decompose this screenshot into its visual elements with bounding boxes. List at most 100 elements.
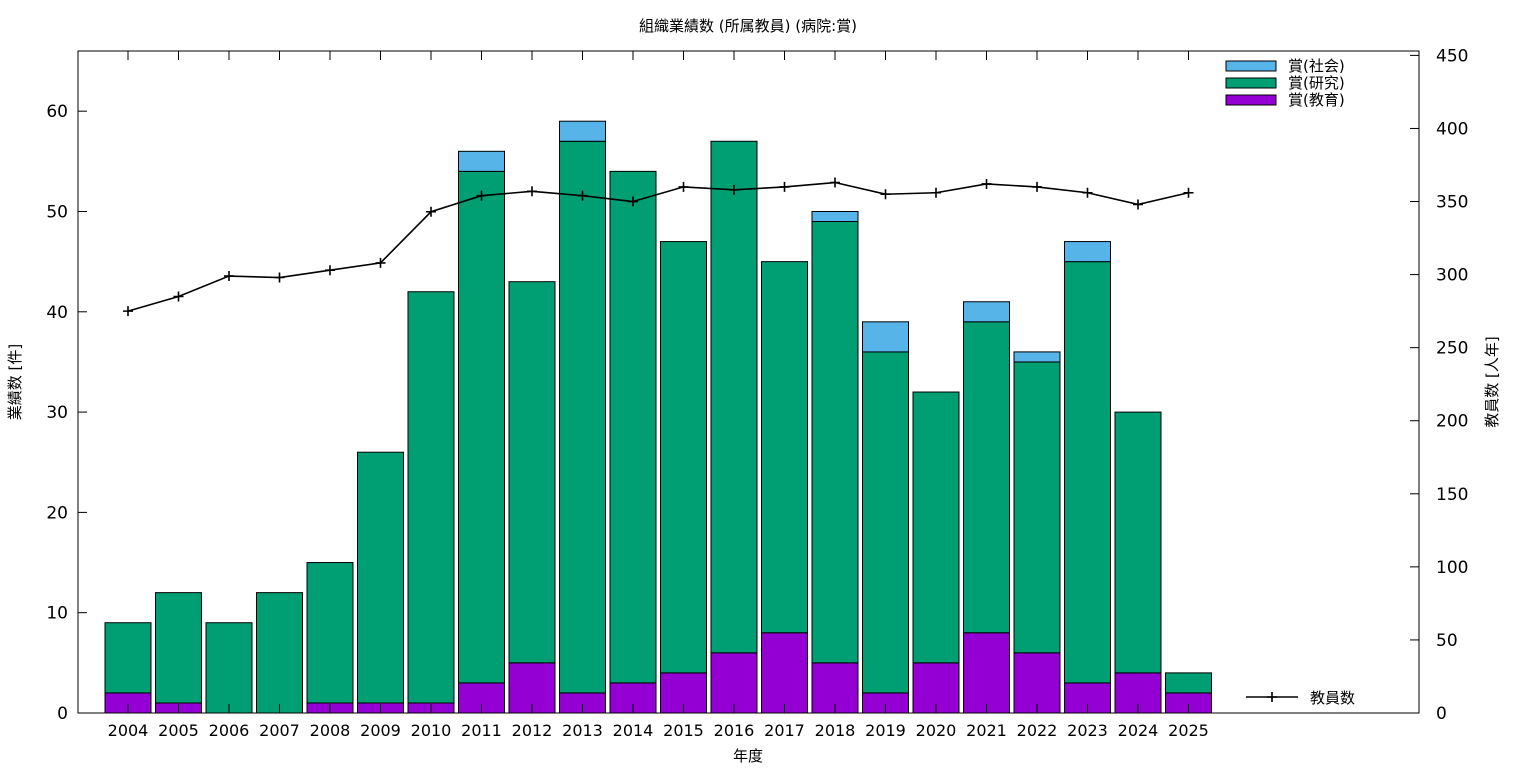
y2-tick-label: 50 [1436, 631, 1458, 651]
y-tick-label: 10 [46, 604, 68, 624]
y2-tick-label: 400 [1436, 119, 1468, 139]
y-tick-label: 0 [57, 704, 68, 724]
bar-segment-0 [710, 652, 758, 714]
y2-tick-label: 150 [1436, 485, 1468, 505]
teacher-count-point [830, 177, 840, 188]
y-tick-label: 30 [46, 403, 68, 423]
x-tick-label: 2004 [108, 721, 149, 740]
x-tick-label: 2007 [259, 721, 300, 740]
x-tick-label: 2021 [966, 721, 1007, 740]
bar-segment-2 [458, 150, 505, 172]
y2-tick-label: 100 [1436, 558, 1468, 578]
legend-swatch-2 [1225, 60, 1277, 72]
bar-segment-0 [963, 632, 1010, 714]
legend-swatch-1 [1225, 77, 1277, 89]
teacher-count-point [981, 178, 992, 189]
teacher-count-point [224, 271, 234, 282]
y2-tick-label: 0 [1436, 704, 1447, 724]
bar-segment-2 [811, 210, 859, 223]
x-tick-label: 2024 [1118, 721, 1159, 740]
y-tick-label: 20 [46, 503, 68, 523]
bar-segment-1 [205, 622, 253, 714]
teacher-count-point [678, 181, 689, 192]
bar-segment-1 [660, 241, 707, 674]
bar-segment-1 [609, 170, 657, 684]
y2-axis-label: 教員数 [人年] [1483, 336, 1501, 427]
axes-layer: 0 10 20 30 40 50 60 0 50 100 150 200 250 300 350 400 450… [46, 46, 1468, 740]
bar-segment-2 [1064, 241, 1111, 263]
bar-segment-0 [811, 662, 859, 714]
teacher-count-line [127, 181, 1189, 312]
y2-tick-label: 450 [1436, 46, 1468, 66]
legend-label-1: 賞(研究) [1288, 74, 1345, 92]
x-tick-label: 2006 [209, 721, 250, 740]
bar-segment-2 [1013, 351, 1061, 363]
x-tick-label: 2008 [310, 721, 351, 740]
x-tick-label: 2022 [1017, 721, 1058, 740]
bar-segment-1 [508, 281, 556, 664]
teacher-count-point [173, 291, 184, 302]
x-tick-label: 2010 [411, 721, 452, 740]
teacher-count-point [880, 189, 891, 200]
teacher-count-point [779, 181, 790, 192]
bar-segment-1 [407, 291, 455, 704]
bar-segment-1 [306, 562, 354, 704]
bar-segment-1 [761, 261, 808, 634]
x-tick-label: 2014 [613, 721, 654, 740]
teacher-count-point [375, 257, 386, 268]
teacher-count-point [123, 306, 133, 317]
legend: 賞(社会)賞(研究)賞(教育) 教員数 [1225, 57, 1355, 707]
x-tick-label: 2019 [865, 721, 906, 740]
x-tick-label: 2012 [512, 721, 553, 740]
bar-segment-0 [1013, 652, 1061, 714]
x-axis-label: 年度 [733, 747, 763, 765]
y-tick-label: 40 [46, 303, 68, 323]
bar-segment-1 [1064, 261, 1111, 684]
legend-line-marker [1267, 692, 1277, 702]
bar-segment-1 [104, 622, 152, 694]
y-axis-label: 業績数 [件] [6, 344, 24, 420]
bar-segment-1 [963, 321, 1010, 634]
teacher-count-point [426, 206, 436, 217]
x-tick-label: 2016 [714, 721, 755, 740]
y-tick-label: 50 [46, 202, 68, 222]
legend-label-0: 賞(教育) [1288, 91, 1345, 109]
legend-label-line: 教員数 [1310, 689, 1355, 707]
bar-segment-1 [912, 391, 960, 664]
line-layer [123, 177, 1194, 317]
bar-segment-1 [357, 451, 404, 704]
y-tick-label: 60 [46, 102, 68, 122]
bar-segment-1 [1013, 361, 1061, 654]
teacher-count-point [1183, 187, 1194, 198]
bar-segment-1 [1165, 672, 1212, 694]
x-tick-label: 2023 [1067, 721, 1108, 740]
x-tick-label: 2020 [916, 721, 957, 740]
bar-segment-1 [862, 351, 909, 694]
bar-segment-1 [256, 592, 303, 714]
bar-segment-0 [761, 632, 808, 714]
bar-segment-2 [963, 301, 1010, 323]
chart-title: 組織業績数 (所属教員) (病院:賞) [639, 17, 857, 35]
y2-tick-label: 350 [1436, 193, 1468, 213]
x-tick-label: 2011 [461, 721, 502, 740]
y2-tick-label: 200 [1436, 412, 1468, 432]
teacher-count-point [577, 190, 588, 201]
y2-tick-label: 300 [1436, 266, 1468, 286]
plot-frame [77, 50, 1420, 714]
teacher-count-point [274, 272, 285, 283]
bar-segment-2 [862, 321, 909, 353]
bar-segment-1 [458, 170, 505, 684]
teacher-count-point [729, 184, 739, 195]
bar-segment-2 [559, 120, 606, 142]
bar-segment-1 [710, 140, 758, 654]
x-tick-label: 2017 [764, 721, 805, 740]
x-tick-label: 2013 [562, 721, 603, 740]
legend-label-2: 賞(社会) [1288, 57, 1345, 75]
teacher-count-point [476, 190, 487, 201]
bars-layer [104, 120, 1212, 714]
x-tick-label: 2009 [360, 721, 401, 740]
x-tick-label: 2018 [815, 721, 856, 740]
bar-segment-1 [155, 592, 202, 704]
bar-segment-1 [811, 221, 859, 664]
